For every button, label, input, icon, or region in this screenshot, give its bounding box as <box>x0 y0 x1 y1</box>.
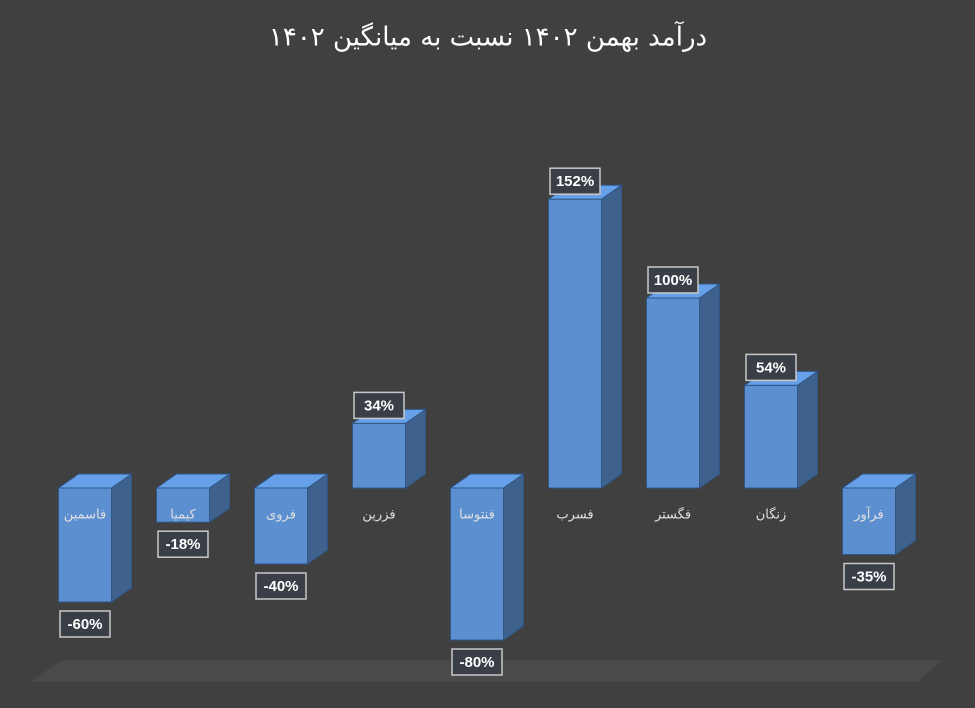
bar <box>646 297 700 489</box>
bar <box>58 487 112 603</box>
bar-side <box>111 473 132 603</box>
value-label-box <box>157 530 209 558</box>
value-label-box <box>59 610 111 638</box>
value-label: -80% <box>459 654 494 671</box>
value-label: 152% <box>556 173 594 190</box>
category-label: فاسمین <box>64 508 106 523</box>
category-label: فزرین <box>362 508 395 523</box>
value-label: 100% <box>654 272 692 289</box>
bar-side <box>699 283 720 489</box>
category-label: زنگان <box>756 507 787 523</box>
value-label: 34% <box>364 397 394 414</box>
chart-title: درآمد بهمن ۱۴۰۲ نسبت به میانگین ۱۴۰۲ <box>269 21 707 53</box>
value-label-box <box>451 648 503 676</box>
bar-side <box>503 473 524 641</box>
value-label-box <box>647 266 699 294</box>
bar <box>744 384 798 489</box>
value-label-box <box>255 572 307 600</box>
bar <box>156 487 210 523</box>
category-label: کیمیا <box>170 508 196 523</box>
category-label: فرآور <box>853 506 884 523</box>
value-label: -18% <box>165 536 200 553</box>
bar <box>352 422 406 489</box>
value-label: -40% <box>263 578 298 595</box>
bar <box>254 487 308 565</box>
category-label: فروی <box>266 508 296 523</box>
value-label-box <box>843 562 895 591</box>
value-label: 54% <box>756 359 786 376</box>
bar-side <box>601 184 622 489</box>
category-label: فسرب <box>556 508 593 523</box>
bar <box>842 487 896 555</box>
bar-side <box>797 370 818 489</box>
value-label: -35% <box>851 568 886 585</box>
value-label-box <box>745 353 797 382</box>
bar <box>450 487 504 641</box>
value-label: -60% <box>67 616 102 633</box>
bar <box>548 198 602 489</box>
value-label-box <box>353 391 405 420</box>
category-label: فنتوسا <box>459 508 495 523</box>
value-label-box <box>549 167 601 195</box>
category-label: فگستر <box>654 507 691 523</box>
bar-side <box>307 473 328 565</box>
